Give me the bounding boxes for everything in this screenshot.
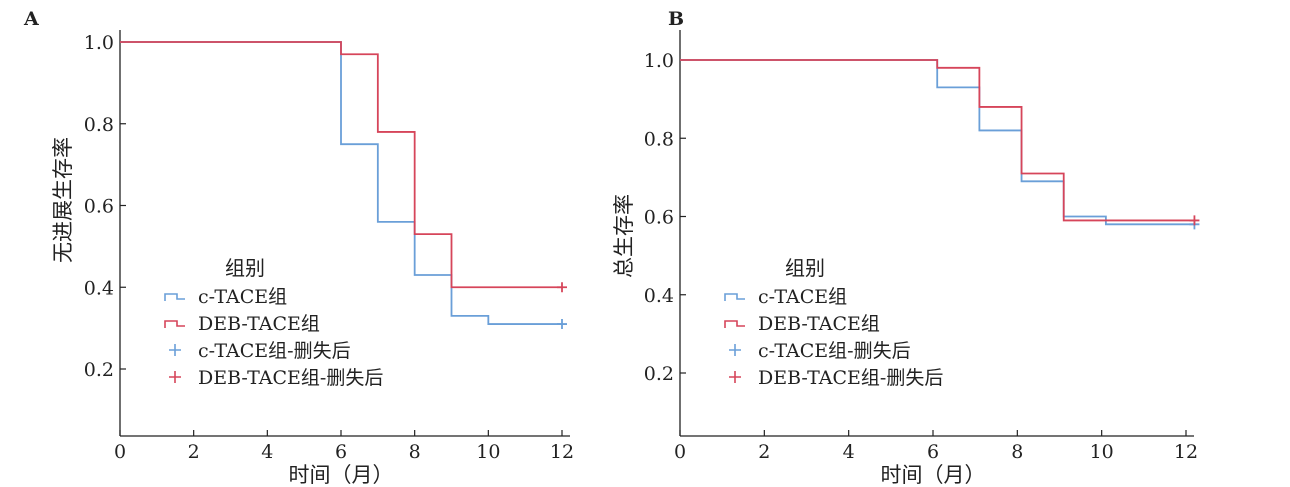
survival-curve-c-tace [680,59,1195,226]
legend-label: DEB-TACE组-删失后 [758,367,943,389]
x-tick-label: 12 [550,441,574,463]
x-tick-label: 6 [927,441,939,463]
x-tick-label: 2 [188,441,200,463]
legend-label: c-TACE组-删失后 [758,340,911,362]
legend-label: c-TACE组 [198,286,287,308]
legend-label: c-TACE组 [758,286,847,308]
x-tick-label: 2 [758,441,770,463]
y-tick-label: 1.0 [84,32,114,54]
legend-step-symbol [724,320,745,328]
legend-label: DEB-TACE组 [758,313,880,335]
y-tick-label: 0.2 [644,363,674,385]
panel-letter: A [23,8,39,30]
x-axis-title: 时间（月） [881,463,986,487]
legend-censor-symbol [729,371,741,383]
y-tick-label: 0.6 [84,196,114,218]
censor-mark [557,319,567,330]
x-tick-label: 0 [114,441,126,463]
legend-title: 组别 [225,256,265,280]
x-tick-label: 4 [261,441,273,463]
panel-b: B 0.2 0.4 0.6 0.8 1.0 0 2 4 6 8 10 12 时间（月） 总生存率组别 c-TA… [612,8,1200,487]
y-tick-label: 0.6 [644,207,674,229]
x-tick-label: 8 [1011,441,1023,463]
survival-curve-deb-tace [680,59,1195,222]
y-tick-label: 0.8 [84,114,114,136]
legend-censor-symbol [169,344,181,356]
censor-mark [557,282,567,293]
censor-mark [1189,215,1200,226]
legend-censor-symbol [729,344,741,356]
x-tick-label: 6 [335,441,347,463]
y-tick-label: 0.2 [84,359,114,381]
legend-label: DEB-TACE组-删失后 [198,367,383,389]
x-axis-title: 时间（月） [289,463,394,487]
x-tick-label: 0 [674,441,686,463]
y-axis-title: 无进展生存率 [51,137,75,263]
y-tick-label: 0.4 [84,277,114,299]
legend-step-symbol [724,293,745,301]
x-tick-label: 4 [843,441,855,463]
y-tick-label: 0.8 [644,128,674,150]
x-tick-label: 12 [1174,441,1198,463]
survival-curve-c-tace [120,41,562,325]
x-tick-label: 8 [409,441,421,463]
legend-step-symbol [164,320,185,328]
x-tick-label: 10 [1090,441,1114,463]
legend-censor-symbol [169,371,181,383]
legend-label: DEB-TACE组 [198,313,320,335]
panel-letter: B [668,8,684,30]
survival-curve-deb-tace [120,41,562,289]
y-axis-title: 总生存率 [612,194,636,278]
x-tick-label: 10 [476,441,500,463]
legend: 组别 c-TACE组 DEB-TACE组 c-TACE组-删失后 DEB-TACE组-删… [164,256,383,389]
legend: 组别 c-TACE组 DEB-TACE组 c-TACE组-删失后 DEB-TACE组-删… [724,256,943,389]
y-tick-label: 0.4 [644,285,674,307]
y-tick-label: 1.0 [644,50,674,72]
legend-title: 组别 [785,256,825,280]
legend-step-symbol [164,293,185,301]
legend-label: c-TACE组-删失后 [198,340,351,362]
